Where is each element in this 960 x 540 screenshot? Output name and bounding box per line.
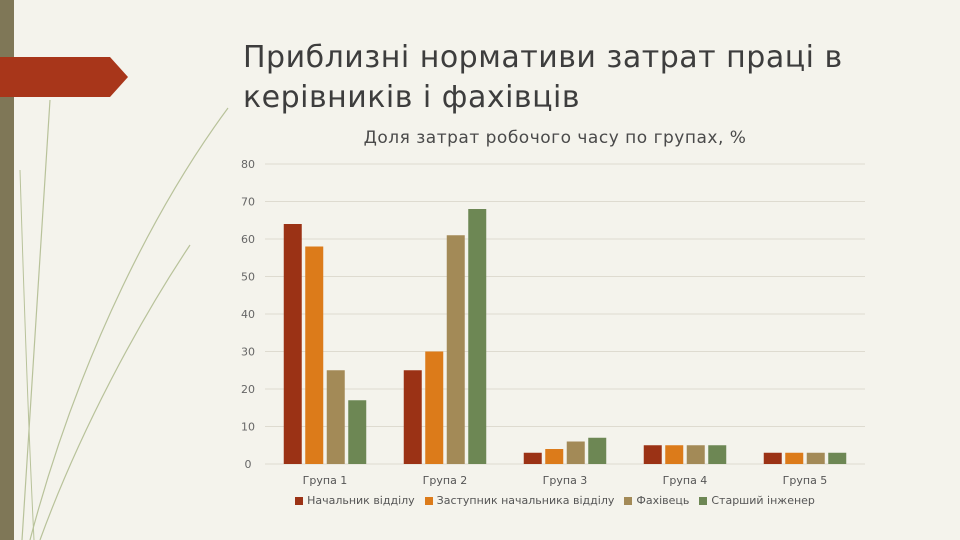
y-tick-label: 20 xyxy=(241,383,255,396)
legend-item: Заступник начальника відділу xyxy=(424,494,615,507)
decorative-lines xyxy=(19,99,229,540)
bar xyxy=(785,452,804,464)
bar xyxy=(403,370,422,464)
bar xyxy=(305,246,324,464)
legend-item: Начальник відділу xyxy=(295,494,415,507)
bar xyxy=(348,400,367,464)
legend-label: Заступник начальника відділу xyxy=(436,494,615,507)
bar xyxy=(283,224,302,464)
x-tick-label: Група 5 xyxy=(783,474,828,487)
sidebar-bar xyxy=(0,0,14,540)
bar xyxy=(468,209,487,464)
bar xyxy=(686,445,705,464)
legend-label: Фахівець xyxy=(636,494,690,507)
bar xyxy=(523,452,542,464)
bar xyxy=(326,370,345,464)
x-tick-label: Група 2 xyxy=(423,474,468,487)
y-tick-label: 80 xyxy=(241,158,255,171)
bar-chart: 0 10 20 30 40 50 60 70 80 Група 1 Група 2 Група 3 Гр… xyxy=(241,158,865,487)
bar xyxy=(446,235,465,464)
x-tick-label: Група 4 xyxy=(663,474,708,487)
y-tick-label: 10 xyxy=(241,421,255,434)
chart-title: Доля затрат робочого часу по групах, % xyxy=(363,128,747,148)
slide-title: Приблизні нормативи затрат праці в керів… xyxy=(243,40,843,115)
legend-swatch xyxy=(424,496,433,505)
y-tick-label: 30 xyxy=(241,346,255,359)
bar xyxy=(665,445,684,464)
bar xyxy=(643,445,662,464)
legend-item: Фахівець xyxy=(624,494,689,507)
chart-legend: Начальник відділу Заступник начальника ві… xyxy=(240,494,870,507)
bar xyxy=(425,351,444,464)
legend-label: Старший інженер xyxy=(711,494,815,507)
legend-label: Начальник відділу xyxy=(307,494,415,507)
bar xyxy=(828,452,847,464)
bar xyxy=(545,449,564,464)
y-tick-label: 60 xyxy=(241,233,255,246)
bar xyxy=(708,445,727,464)
legend-swatch xyxy=(699,496,708,505)
y-tick-label: 70 xyxy=(241,196,255,209)
bar xyxy=(566,441,585,464)
x-tick-label: Група 3 xyxy=(543,474,588,487)
y-tick-label: 40 xyxy=(241,308,255,321)
bar xyxy=(763,452,782,464)
y-tick-label: 50 xyxy=(241,271,255,284)
bar xyxy=(588,437,607,464)
legend-item: Старший інженер xyxy=(699,494,815,507)
x-tick-label: Група 1 xyxy=(303,474,348,487)
legend-swatch xyxy=(295,496,304,505)
y-tick-label: 0 xyxy=(245,458,252,471)
bar xyxy=(806,452,825,464)
legend-swatch xyxy=(624,496,633,505)
accent-tab xyxy=(0,57,128,97)
